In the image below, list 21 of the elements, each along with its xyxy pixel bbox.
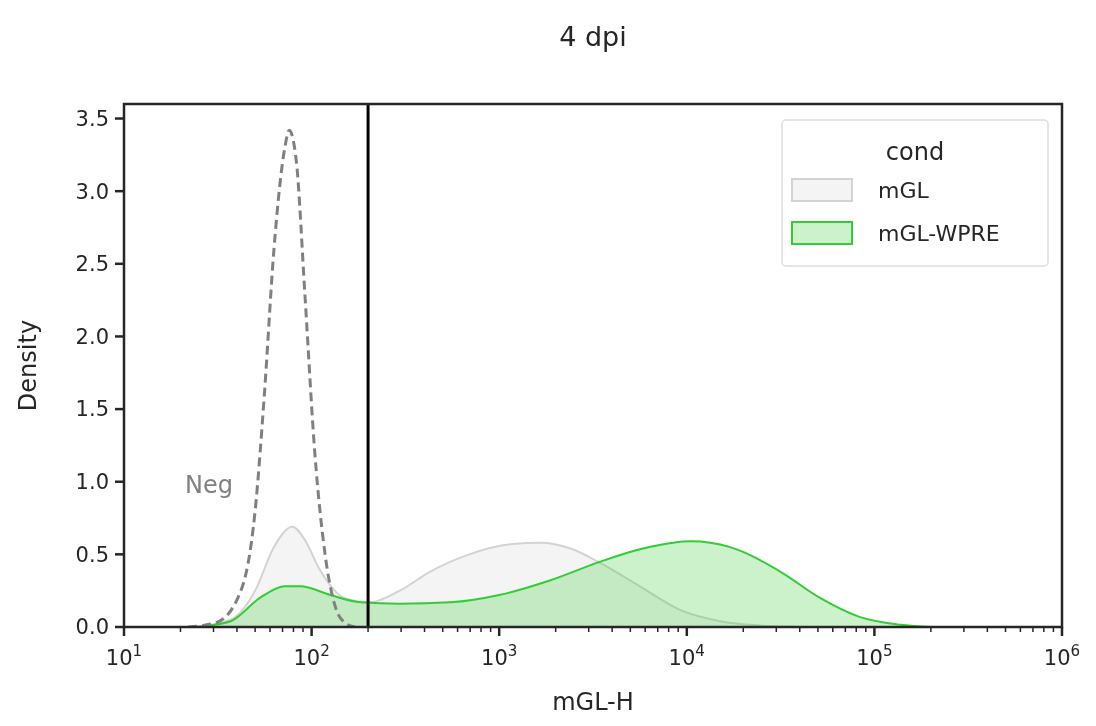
y-tick-label: 3.5 [75, 106, 109, 131]
y-tick-label: 3.0 [75, 179, 109, 204]
x-tick-label: 10$^{5}$ [856, 642, 893, 670]
series-label: Neg [184, 470, 233, 499]
legend-label: mGL-WPRE [878, 220, 1000, 246]
chart-title: 4 dpi [559, 21, 627, 52]
x-axis-title: mGL-H [552, 688, 634, 716]
x-tick-label: 10$^{3}$ [481, 642, 518, 670]
y-tick-label: 1.0 [75, 470, 109, 495]
y-axis-title: Density [14, 319, 42, 412]
x-tick-label: 10$^{1}$ [105, 642, 143, 670]
y-tick-label: 1.5 [75, 397, 109, 422]
y-tick-label: 0.5 [75, 542, 109, 567]
x-tick-label: 10$^{4}$ [668, 642, 705, 670]
y-tick-label: 2.0 [75, 324, 109, 349]
y-tick-label: 0.0 [75, 615, 109, 640]
y-tick-label: 2.5 [75, 252, 109, 277]
legend-title: cond [885, 138, 945, 166]
x-tick-label: 10$^{2}$ [293, 642, 330, 670]
legend-label: mGL [878, 177, 930, 203]
x-tick-label: 10$^{6}$ [1043, 642, 1081, 670]
